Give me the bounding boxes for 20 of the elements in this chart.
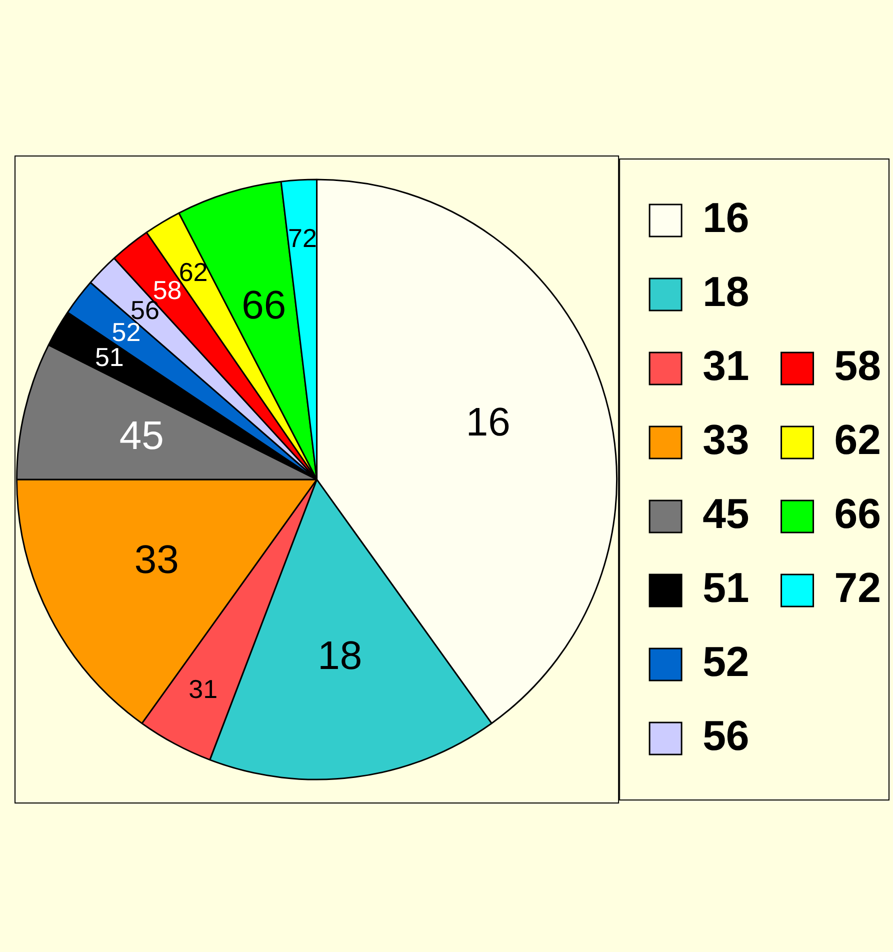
slice-label: 66 (242, 283, 286, 328)
legend-label: 56 (702, 712, 750, 760)
legend-label: 33 (702, 416, 750, 464)
legend-label: 16 (702, 194, 750, 242)
legend-label: 45 (702, 490, 750, 538)
legend-label: 62 (834, 416, 881, 464)
slice-label: 31 (188, 674, 218, 704)
legend-label: 52 (702, 638, 750, 686)
slice-label: 33 (134, 538, 179, 582)
legend-label: 66 (834, 490, 881, 538)
legend-label: 72 (834, 564, 881, 612)
legend-label: 58 (834, 342, 881, 390)
slice-label: 16 (466, 400, 510, 444)
legend-label: 51 (702, 564, 750, 612)
slice-label: 45 (119, 414, 164, 458)
legend-label: 18 (702, 268, 750, 316)
slice-label: 72 (288, 223, 317, 254)
slice-label: 18 (318, 634, 362, 678)
legend-label: 31 (702, 342, 750, 390)
slice-label: 51 (94, 342, 124, 372)
